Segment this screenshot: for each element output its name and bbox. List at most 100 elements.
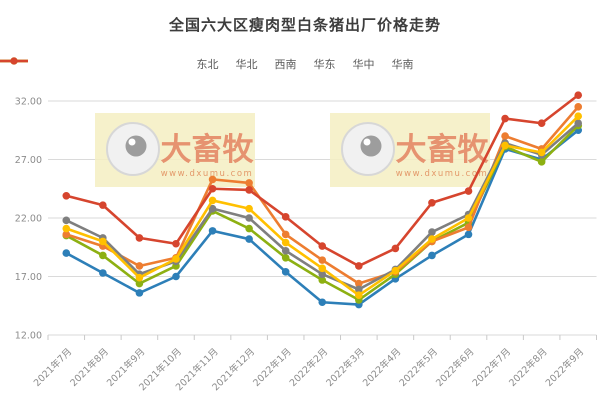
- data-point-dongbei: [135, 289, 144, 297]
- data-point-huabei: [135, 279, 144, 288]
- data-point-huadong: [62, 216, 71, 225]
- data-point-huazhong: [245, 204, 253, 213]
- data-point-huazhong: [318, 264, 327, 273]
- data-point-dongbei: [281, 268, 290, 276]
- x-tick-label: 2022年5月: [397, 346, 440, 389]
- x-tick-label: 2022年6月: [433, 346, 476, 389]
- x-tick-label: 2022年2月: [287, 346, 330, 389]
- x-tick-label: 2022年9月: [543, 346, 586, 389]
- data-point-huazhong: [355, 291, 363, 300]
- data-point-dongbei: [318, 298, 327, 307]
- data-point-xinan: [574, 103, 583, 111]
- data-point-dongbei: [208, 227, 217, 235]
- data-point-huadong: [355, 285, 363, 294]
- y-tick-label: 12.00: [15, 331, 42, 342]
- data-point-huazhong: [464, 214, 473, 222]
- data-point-huazhong: [281, 238, 290, 247]
- data-point-dongbei: [62, 249, 71, 257]
- legend-label-dongbei: 东北: [196, 58, 219, 71]
- data-point-huanan: [501, 114, 509, 123]
- data-point-xinan: [318, 256, 327, 264]
- data-point-dongbei: [99, 269, 107, 277]
- data-point-huanan: [428, 198, 436, 207]
- data-point-huazhong: [574, 112, 583, 121]
- data-point-xinan: [62, 230, 71, 239]
- data-point-xinan: [281, 230, 290, 239]
- x-tick-label: 2022年7月: [470, 346, 513, 389]
- data-point-huadong: [281, 246, 290, 255]
- data-point-huanan: [355, 262, 363, 270]
- data-point-huanan: [281, 213, 290, 221]
- watermark-brand: 大畜牧: [396, 132, 490, 168]
- data-point-huanan: [245, 186, 253, 194]
- data-point-huazhong: [501, 141, 509, 150]
- data-point-huazhong: [208, 196, 217, 205]
- x-tick-label: 2022年3月: [324, 346, 367, 389]
- data-point-huabei: [281, 253, 290, 262]
- series-huazhong: [62, 112, 583, 300]
- x-tick-label: 2021年8月: [68, 346, 111, 389]
- data-point-huanan: [208, 184, 217, 193]
- legend-label-huazhong: 华中: [352, 58, 375, 71]
- x-tick-label: 2022年8月: [506, 346, 549, 389]
- series-huanan: [62, 91, 583, 270]
- data-point-huabei: [245, 224, 253, 233]
- data-point-huazhong: [135, 273, 144, 282]
- legend-label-huabei: 华北: [235, 58, 258, 71]
- data-point-huazhong: [172, 255, 180, 263]
- legend-item-huanan: 华南: [0, 56, 414, 72]
- y-tick-label: 27.00: [15, 155, 42, 166]
- data-point-huadong: [245, 214, 253, 222]
- watermark-url: www.dxumu.com: [396, 169, 489, 179]
- data-point-huadong: [318, 270, 327, 278]
- data-point-xinan: [355, 279, 363, 288]
- data-point-huazhong: [99, 237, 107, 246]
- data-point-huabei: [318, 276, 327, 284]
- y-tick-label: 32.00: [15, 97, 42, 108]
- data-point-huabei: [99, 251, 107, 260]
- data-point-huanan: [537, 119, 546, 128]
- data-point-huadong: [428, 228, 436, 236]
- data-point-huadong: [574, 119, 583, 128]
- watermark-brand: 大畜牧: [161, 132, 255, 168]
- chart-title: 全国六大区瘦肉型白条猪出厂价格走势: [168, 16, 441, 34]
- data-point-huanan: [172, 239, 180, 248]
- legend-marker-huanan: [0, 57, 28, 65]
- data-point-huanan: [318, 242, 327, 250]
- eye-logo-icon: [341, 122, 395, 176]
- data-point-huadong: [208, 204, 217, 213]
- legend-label-xinan: 西南: [274, 58, 297, 71]
- data-point-huanan: [391, 244, 400, 253]
- data-point-huazhong: [391, 266, 400, 275]
- y-tick-label: 17.00: [15, 272, 42, 283]
- data-point-huanan: [135, 234, 144, 242]
- data-point-huazhong: [428, 235, 436, 243]
- data-point-huanan: [464, 187, 473, 195]
- x-axis-ticks: [47, 335, 597, 340]
- data-point-xinan: [135, 262, 144, 270]
- data-point-huanan: [62, 191, 71, 200]
- eye-logo-icon: [106, 122, 160, 176]
- legend-label-huadong: 华东: [313, 58, 336, 71]
- legend-label-huanan: 华南: [391, 58, 414, 71]
- data-point-huanan: [574, 91, 583, 99]
- data-point-huabei: [537, 158, 546, 166]
- y-axis-labels: 12.00 17.00 22.00 27.00 32.00: [15, 97, 42, 342]
- x-axis-labels: 2021年7月2021年8月2021年9月2021年10月2021年11月202…: [31, 346, 586, 394]
- data-point-huazhong: [537, 148, 546, 157]
- data-point-huazhong: [62, 224, 71, 233]
- data-point-dongbei: [464, 230, 473, 239]
- data-point-huanan: [99, 201, 107, 209]
- x-tick-label: 2021年7月: [31, 346, 74, 389]
- watermark-url: www.dxumu.com: [161, 169, 254, 179]
- data-point-xinan: [208, 175, 217, 184]
- data-point-dongbei: [245, 235, 253, 243]
- data-point-xinan: [501, 132, 509, 140]
- data-point-xinan: [464, 223, 473, 232]
- x-tick-label: 2022年1月: [251, 346, 294, 389]
- x-tick-label: 2022年4月: [360, 346, 403, 389]
